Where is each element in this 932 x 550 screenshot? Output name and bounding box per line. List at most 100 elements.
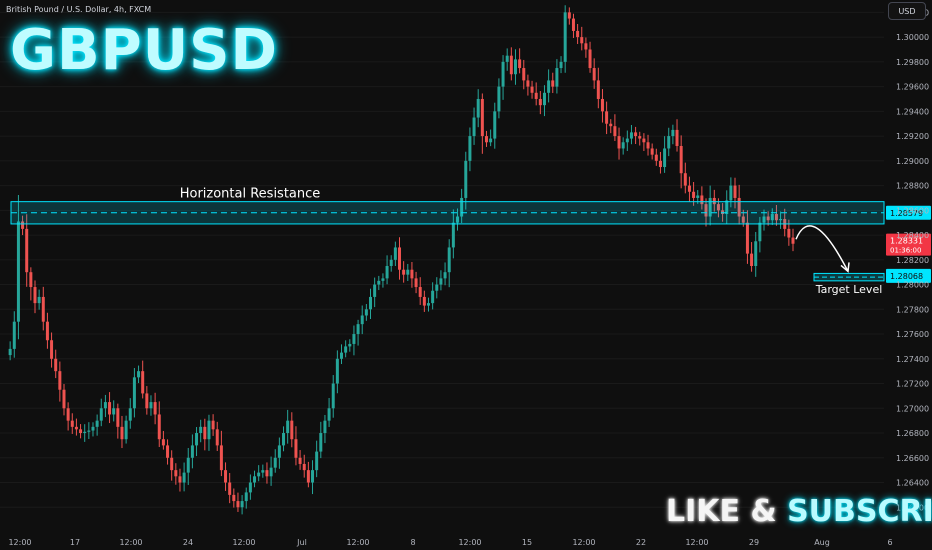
- candle-body: [518, 59, 522, 69]
- time-tick-label: 12:00: [232, 538, 255, 547]
- candle-body: [83, 431, 87, 434]
- candle-body: [588, 49, 592, 69]
- candle-body: [352, 334, 356, 344]
- candle-body: [402, 269, 406, 275]
- symbol-label[interactable]: British Pound / U.S. Dollar, 4h, FXCM: [6, 5, 152, 14]
- currency-button[interactable]: USD: [888, 2, 926, 20]
- price-tick-label: 1.30000: [896, 33, 929, 42]
- candle-body: [99, 408, 103, 421]
- candle-body: [625, 138, 629, 143]
- price-tick-label: 1.27600: [896, 330, 929, 339]
- candle-body: [70, 420, 74, 427]
- candle-body: [447, 247, 451, 273]
- candle-body: [489, 138, 493, 143]
- candle-body: [580, 37, 584, 44]
- candle-body: [501, 61, 505, 87]
- candle-body: [493, 111, 497, 139]
- time-tick-label: 6: [887, 538, 892, 547]
- candle-body: [128, 408, 132, 421]
- candle-body: [137, 371, 141, 378]
- candle-body: [547, 80, 551, 93]
- price-tick-label: 1.28200: [896, 256, 929, 265]
- candle-body: [315, 451, 319, 471]
- candle-body: [385, 266, 389, 279]
- like-text: LIKE &: [666, 494, 788, 529]
- candle-body: [621, 142, 625, 149]
- candle-body: [774, 214, 778, 221]
- candle-body: [360, 315, 364, 325]
- time-tick-label: 24: [183, 538, 193, 547]
- candle-body: [460, 197, 464, 217]
- candle-body: [692, 191, 696, 198]
- candle-body: [273, 457, 277, 468]
- candle-body: [277, 445, 281, 458]
- candle-body: [174, 470, 178, 477]
- candle-body: [733, 185, 737, 198]
- candle-body: [157, 414, 161, 440]
- candle-body: [91, 426, 95, 431]
- candle-body: [112, 408, 116, 415]
- target-price-label: 1.28068: [890, 272, 923, 281]
- candle-body: [33, 287, 37, 304]
- candle-body: [609, 123, 613, 127]
- candle-body: [708, 197, 712, 217]
- candle-body: [530, 86, 534, 93]
- candle-body: [509, 55, 513, 75]
- candle-body: [663, 148, 667, 168]
- price-tick-label: 1.27800: [896, 305, 929, 314]
- candle-body: [186, 457, 190, 473]
- candle-body: [389, 259, 393, 266]
- candle-body: [468, 136, 472, 161]
- candle-body: [340, 352, 344, 359]
- candle-body: [497, 86, 501, 112]
- time-tick-label: 12:00: [572, 538, 595, 547]
- price-tick-label: 1.27000: [896, 404, 929, 413]
- candle-body: [526, 80, 530, 87]
- candle-body: [406, 269, 410, 275]
- candle-body: [356, 324, 360, 335]
- time-tick-label: 8: [410, 538, 415, 547]
- candle-body: [451, 222, 455, 248]
- candle-body: [261, 470, 265, 473]
- candle-body: [161, 439, 165, 446]
- candle-body: [613, 126, 617, 137]
- candle-body: [236, 501, 240, 508]
- candle-body: [302, 463, 306, 471]
- time-tick-label: Aug: [814, 538, 830, 547]
- candle-body: [605, 111, 609, 124]
- candle-body: [600, 98, 604, 112]
- time-tick-label: 12:00: [119, 538, 142, 547]
- candle-body: [311, 470, 315, 483]
- candle-body: [257, 472, 261, 477]
- candle-body: [563, 12, 567, 62]
- candle-body: [153, 402, 157, 415]
- candle-body: [248, 482, 252, 493]
- candle-body: [638, 136, 642, 139]
- time-tick-label: 15: [522, 538, 532, 547]
- candle-body: [414, 278, 418, 288]
- countdown-label: 01:36:00: [890, 247, 921, 255]
- price-axis: 1.26200 1.26400 1.26600 1.26800 1.27000 1.272…: [896, 8, 929, 512]
- candle-body: [779, 218, 783, 221]
- price-tick-label: 1.26800: [896, 429, 929, 438]
- candle-body: [62, 389, 66, 409]
- candle-body: [737, 197, 741, 217]
- candle-body: [762, 216, 766, 223]
- resistance-price-label: 1.28579: [890, 209, 923, 218]
- candle-body: [8, 348, 12, 356]
- candle-body: [87, 430, 91, 432]
- candle-body: [331, 383, 335, 409]
- candle-body: [393, 247, 397, 260]
- time-tick-label: 12:00: [8, 538, 31, 547]
- candle-body: [37, 296, 41, 304]
- candle-body: [203, 426, 207, 440]
- candle-body: [319, 433, 323, 452]
- candle-body: [634, 132, 638, 137]
- price-tick-label: 1.28600: [896, 206, 929, 215]
- candle-body: [74, 426, 78, 430]
- candle-body: [398, 247, 401, 270]
- candle-body: [215, 429, 219, 446]
- candle-body: [240, 501, 244, 508]
